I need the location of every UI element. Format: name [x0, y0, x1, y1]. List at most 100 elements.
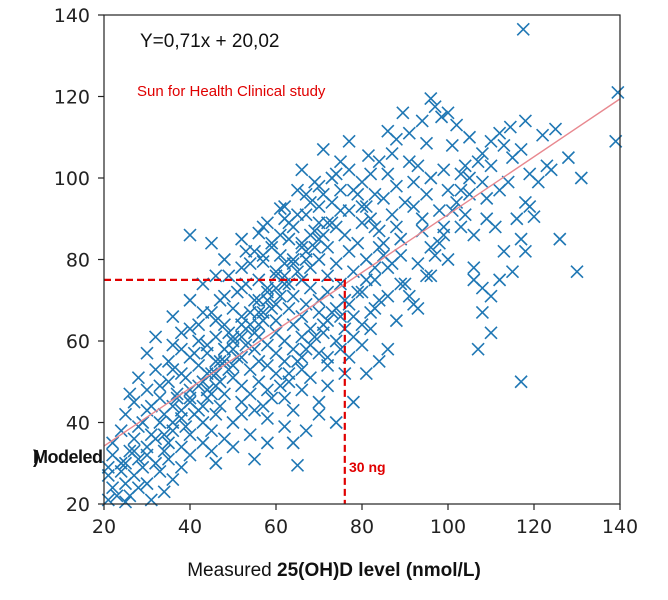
- y-axis-label-text: Modeled: [33, 447, 103, 467]
- data-point: [462, 171, 477, 185]
- data-point: [161, 436, 176, 450]
- data-point: [179, 420, 193, 434]
- data-point: [389, 179, 403, 193]
- data-point: [441, 183, 455, 197]
- data-point: [243, 305, 257, 320]
- data-point: [209, 314, 223, 328]
- data-point: [123, 387, 137, 401]
- data-point: [351, 285, 365, 299]
- data-point: [450, 118, 464, 132]
- data-point: [497, 244, 511, 258]
- data-point: [428, 248, 442, 262]
- data-point: [312, 216, 326, 230]
- data-point: [338, 228, 352, 242]
- data-point: [174, 326, 188, 340]
- data-point: [303, 281, 317, 295]
- data-point: [265, 301, 279, 315]
- data-point: [239, 244, 253, 258]
- data-point: [611, 85, 625, 99]
- data-point: [355, 216, 369, 230]
- regression-line: [103, 98, 621, 447]
- data-point: [209, 407, 223, 421]
- data-point: [114, 424, 128, 438]
- data-point: [321, 379, 335, 393]
- data-point: [204, 424, 219, 438]
- data-point: [514, 375, 528, 389]
- data-point: [325, 171, 339, 185]
- data-point: [213, 293, 227, 307]
- data-point: [325, 305, 339, 320]
- data-point: [441, 106, 455, 120]
- data-point: [372, 354, 386, 368]
- data-point: [424, 240, 438, 254]
- data-point: [196, 305, 210, 320]
- data-point: [475, 305, 489, 320]
- data-point: [389, 132, 403, 146]
- data-point: [110, 489, 124, 503]
- data-point: [342, 244, 356, 258]
- data-point: [260, 383, 274, 397]
- data-point: [273, 289, 287, 303]
- data-point: [458, 208, 472, 222]
- data-point: [209, 456, 223, 470]
- data-point: [243, 362, 257, 377]
- data-point: [381, 342, 395, 356]
- data-point: [247, 293, 262, 307]
- data-point: [303, 228, 317, 242]
- x-tick-label: 20: [92, 516, 116, 538]
- threshold-label: 30 ng: [349, 459, 386, 475]
- data-point: [170, 387, 184, 401]
- data-point: [518, 244, 532, 258]
- data-point: [531, 175, 545, 189]
- data-point: [574, 171, 588, 185]
- data-point: [471, 155, 485, 169]
- data-point: [419, 187, 434, 201]
- data-point: [149, 456, 163, 470]
- data-point: [308, 175, 322, 189]
- data-point: [454, 167, 468, 181]
- data-point: [432, 236, 446, 250]
- data-point: [127, 432, 141, 446]
- data-point: [204, 444, 219, 458]
- data-point: [312, 199, 326, 214]
- data-point: [424, 171, 438, 185]
- data-point: [355, 199, 369, 214]
- data-point: [396, 106, 410, 120]
- data-point: [131, 452, 145, 466]
- data-point: [303, 195, 317, 210]
- data-point: [290, 458, 305, 472]
- x-tick-label: 120: [516, 516, 552, 538]
- data-point: [157, 444, 171, 458]
- data-point: [192, 379, 206, 393]
- data-point: [419, 136, 434, 150]
- data-point: [226, 415, 240, 430]
- data-point: [355, 285, 369, 299]
- data-point: [278, 199, 292, 214]
- data-point: [200, 367, 214, 381]
- x-axis-label-bold: 25(OH)D level (nmol/L): [277, 560, 481, 581]
- data-point: [247, 342, 262, 356]
- data-point: [118, 477, 133, 491]
- data-point: [299, 424, 313, 438]
- data-point: [441, 252, 455, 267]
- data-point: [183, 228, 197, 242]
- data-point: [269, 367, 283, 381]
- data-point: [368, 187, 382, 201]
- data-point: [166, 309, 180, 324]
- data-point: [411, 301, 425, 315]
- data-point: [299, 297, 313, 311]
- data-point: [187, 346, 201, 360]
- data-point: [364, 305, 378, 320]
- data-point: [200, 338, 214, 352]
- data-point: [286, 289, 300, 303]
- data-point: [303, 371, 317, 385]
- data-point: [510, 212, 524, 226]
- data-point: [295, 383, 309, 397]
- data-point: [467, 261, 481, 275]
- data-point: [222, 269, 236, 283]
- data-point: [316, 187, 330, 201]
- data-point: [204, 387, 219, 401]
- data-point: [415, 212, 429, 226]
- data-point: [415, 114, 429, 128]
- data-point: [260, 281, 274, 295]
